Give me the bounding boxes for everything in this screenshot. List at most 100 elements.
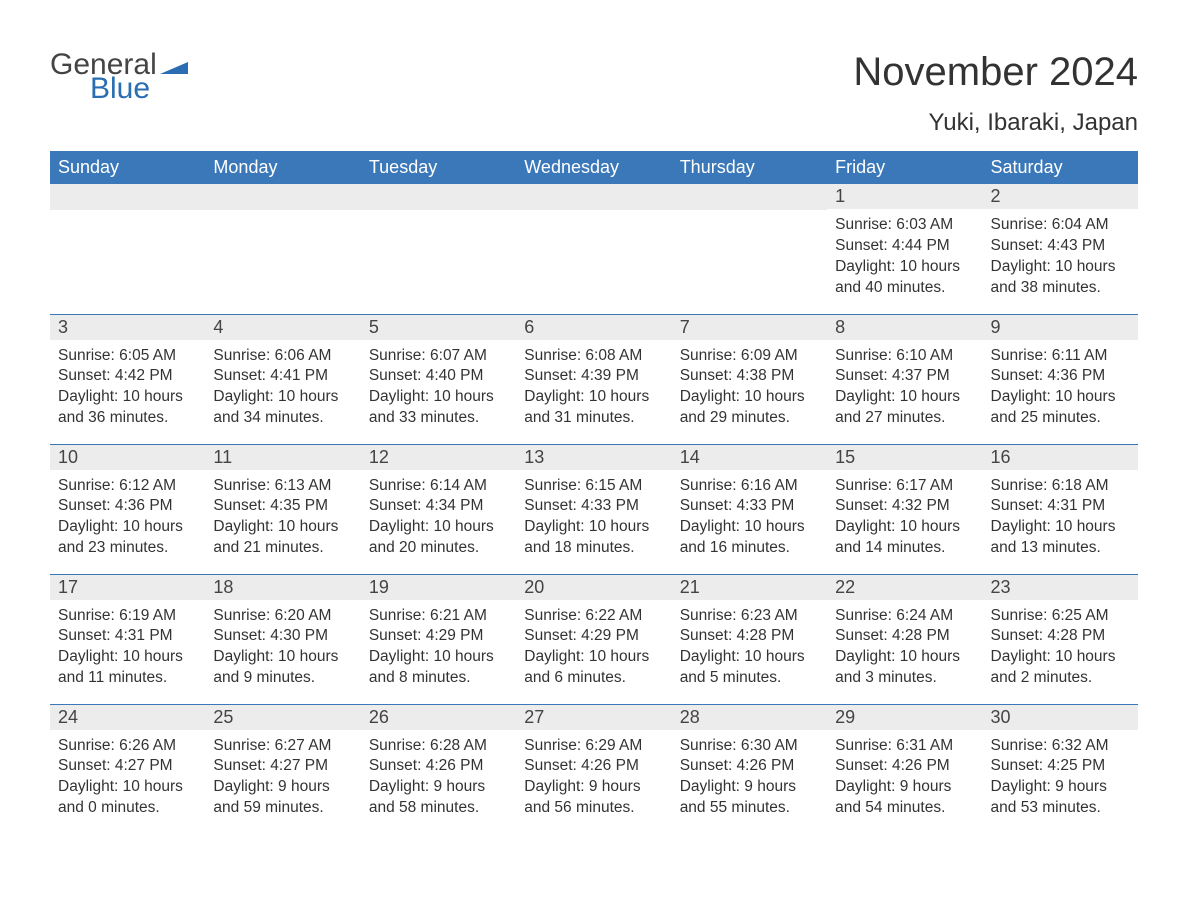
calendar-cell: 4Sunrise: 6:06 AMSunset: 4:41 PMDaylight… xyxy=(205,314,360,444)
calendar-cell: 8 Sunrise: 6:10 AMSunset: 4:37 PMDaylight… xyxy=(827,314,982,444)
cell-body: Sunrise: 6:25 AMSunset: 4:28 PMDaylight:… xyxy=(983,600,1138,694)
header: General Blue November 2024 Yuki, Ibaraki… xyxy=(50,50,1138,145)
sunset-line: Sunset: 4:37 PM xyxy=(835,366,974,387)
flag-icon xyxy=(160,56,188,74)
day-number-bar: 13 xyxy=(516,445,671,470)
calendar-cell: 10Sunrise: 6:12 AMSunset: 4:36 PMDayligh… xyxy=(50,444,205,574)
sunset-line: Sunset: 4:27 PM xyxy=(213,756,352,777)
sunset-line: Sunset: 4:33 PM xyxy=(680,496,819,517)
cell-body: Sunrise: 6:09 AMSunset: 4:38 PMDaylight:… xyxy=(672,340,827,434)
day-number-bar: 25 xyxy=(205,705,360,730)
daylight-line: Daylight: 10 hours and 21 minutes. xyxy=(213,517,352,559)
day-number-bar: 17 xyxy=(50,575,205,600)
daylight-line: Daylight: 9 hours and 53 minutes. xyxy=(991,777,1130,819)
sunrise-line: Sunrise: 6:23 AM xyxy=(680,606,819,627)
sunrise-line: Sunrise: 6:16 AM xyxy=(680,476,819,497)
calendar-cell: 9Sunrise: 6:11 AMSunset: 4:36 PMDaylight… xyxy=(983,314,1138,444)
daylight-line: Daylight: 9 hours and 59 minutes. xyxy=(213,777,352,819)
day-number-bar: 7 xyxy=(672,315,827,340)
sunrise-line: Sunrise: 6:10 AM xyxy=(835,346,974,367)
daylight-line: Daylight: 10 hours and 25 minutes. xyxy=(991,387,1130,429)
cell-body: Sunrise: 6:19 AMSunset: 4:31 PMDaylight:… xyxy=(50,600,205,694)
title-block: November 2024 Yuki, Ibaraki, Japan xyxy=(853,50,1138,145)
cell-body: Sunrise: 6:06 AMSunset: 4:41 PMDaylight:… xyxy=(205,340,360,434)
cell-body: Sunrise: 6:29 AMSunset: 4:26 PMDaylight:… xyxy=(516,730,671,824)
sunset-line: Sunset: 4:26 PM xyxy=(835,756,974,777)
cell-body: Sunrise: 6:28 AMSunset: 4:26 PMDaylight:… xyxy=(361,730,516,824)
daylight-line: Daylight: 10 hours and 8 minutes. xyxy=(369,647,508,689)
calendar-body: 1Sunrise: 6:03 AMSunset: 4:44 PMDaylight… xyxy=(50,184,1138,834)
cell-body: Sunrise: 6:26 AMSunset: 4:27 PMDaylight:… xyxy=(50,730,205,824)
calendar-cell: 27Sunrise: 6:29 AMSunset: 4:26 PMDayligh… xyxy=(516,704,671,834)
sunset-line: Sunset: 4:40 PM xyxy=(369,366,508,387)
sunset-line: Sunset: 4:36 PM xyxy=(58,496,197,517)
sunset-line: Sunset: 4:32 PM xyxy=(835,496,974,517)
daylight-line: Daylight: 10 hours and 3 minutes. xyxy=(835,647,974,689)
day-number-bar: 6 xyxy=(516,315,671,340)
sunrise-line: Sunrise: 6:24 AM xyxy=(835,606,974,627)
sunrise-line: Sunrise: 6:06 AM xyxy=(213,346,352,367)
cell-body: Sunrise: 6:14 AMSunset: 4:34 PMDaylight:… xyxy=(361,470,516,564)
day-number-bar: 26 xyxy=(361,705,516,730)
calendar-cell: 2Sunrise: 6:04 AMSunset: 4:43 PMDaylight… xyxy=(983,184,1138,314)
weekday-header: Sunday xyxy=(50,151,205,184)
day-number-bar: 27 xyxy=(516,705,671,730)
cell-body: Sunrise: 6:17 AMSunset: 4:32 PMDaylight:… xyxy=(827,470,982,564)
sunrise-line: Sunrise: 6:31 AM xyxy=(835,736,974,757)
sunrise-line: Sunrise: 6:30 AM xyxy=(680,736,819,757)
day-number-bar xyxy=(361,184,516,210)
sunset-line: Sunset: 4:35 PM xyxy=(213,496,352,517)
day-number-bar xyxy=(672,184,827,210)
daylight-line: Daylight: 10 hours and 34 minutes. xyxy=(213,387,352,429)
weekday-header: Wednesday xyxy=(516,151,671,184)
sunrise-line: Sunrise: 6:32 AM xyxy=(991,736,1130,757)
daylight-line: Daylight: 10 hours and 2 minutes. xyxy=(991,647,1130,689)
day-number-bar: 9 xyxy=(983,315,1138,340)
calendar-row: 10Sunrise: 6:12 AMSunset: 4:36 PMDayligh… xyxy=(50,444,1138,574)
daylight-line: Daylight: 10 hours and 27 minutes. xyxy=(835,387,974,429)
day-number-bar: 2 xyxy=(983,184,1138,209)
daylight-line: Daylight: 9 hours and 58 minutes. xyxy=(369,777,508,819)
daylight-line: Daylight: 10 hours and 14 minutes. xyxy=(835,517,974,559)
sunset-line: Sunset: 4:29 PM xyxy=(524,626,663,647)
sunset-line: Sunset: 4:31 PM xyxy=(58,626,197,647)
cell-body: Sunrise: 6:23 AMSunset: 4:28 PMDaylight:… xyxy=(672,600,827,694)
cell-body: Sunrise: 6:24 AMSunset: 4:28 PMDaylight:… xyxy=(827,600,982,694)
sunrise-line: Sunrise: 6:12 AM xyxy=(58,476,197,497)
daylight-line: Daylight: 9 hours and 56 minutes. xyxy=(524,777,663,819)
sunset-line: Sunset: 4:28 PM xyxy=(991,626,1130,647)
calendar-cell: 24Sunrise: 6:26 AMSunset: 4:27 PMDayligh… xyxy=(50,704,205,834)
day-number-bar: 8 xyxy=(827,315,982,340)
sunrise-line: Sunrise: 6:25 AM xyxy=(991,606,1130,627)
cell-body: Sunrise: 6:22 AMSunset: 4:29 PMDaylight:… xyxy=(516,600,671,694)
sunset-line: Sunset: 4:41 PM xyxy=(213,366,352,387)
cell-body: Sunrise: 6:16 AMSunset: 4:33 PMDaylight:… xyxy=(672,470,827,564)
daylight-line: Daylight: 10 hours and 6 minutes. xyxy=(524,647,663,689)
cell-body: Sunrise: 6:05 AMSunset: 4:42 PMDaylight:… xyxy=(50,340,205,434)
sunrise-line: Sunrise: 6:20 AM xyxy=(213,606,352,627)
calendar-cell: 16Sunrise: 6:18 AMSunset: 4:31 PMDayligh… xyxy=(983,444,1138,574)
calendar-cell: 5Sunrise: 6:07 AMSunset: 4:40 PMDaylight… xyxy=(361,314,516,444)
day-number-bar: 23 xyxy=(983,575,1138,600)
calendar-cell: 25Sunrise: 6:27 AMSunset: 4:27 PMDayligh… xyxy=(205,704,360,834)
calendar-row: 24Sunrise: 6:26 AMSunset: 4:27 PMDayligh… xyxy=(50,704,1138,834)
calendar-cell: 17Sunrise: 6:19 AMSunset: 4:31 PMDayligh… xyxy=(50,574,205,704)
sunrise-line: Sunrise: 6:13 AM xyxy=(213,476,352,497)
month-title: November 2024 xyxy=(853,50,1138,95)
daylight-line: Daylight: 10 hours and 20 minutes. xyxy=(369,517,508,559)
day-number-bar: 15 xyxy=(827,445,982,470)
day-number-bar xyxy=(205,184,360,210)
sunrise-line: Sunrise: 6:07 AM xyxy=(369,346,508,367)
logo: General Blue xyxy=(50,50,188,104)
calendar-cell xyxy=(516,184,671,314)
sunset-line: Sunset: 4:33 PM xyxy=(524,496,663,517)
daylight-line: Daylight: 10 hours and 16 minutes. xyxy=(680,517,819,559)
sunset-line: Sunset: 4:39 PM xyxy=(524,366,663,387)
calendar-cell: 21Sunrise: 6:23 AMSunset: 4:28 PMDayligh… xyxy=(672,574,827,704)
cell-body: Sunrise: 6:07 AMSunset: 4:40 PMDaylight:… xyxy=(361,340,516,434)
sunset-line: Sunset: 4:36 PM xyxy=(991,366,1130,387)
day-number-bar: 21 xyxy=(672,575,827,600)
calendar-table: SundayMondayTuesdayWednesdayThursdayFrid… xyxy=(50,151,1138,834)
sunrise-line: Sunrise: 6:09 AM xyxy=(680,346,819,367)
calendar-cell: 7Sunrise: 6:09 AMSunset: 4:38 PMDaylight… xyxy=(672,314,827,444)
